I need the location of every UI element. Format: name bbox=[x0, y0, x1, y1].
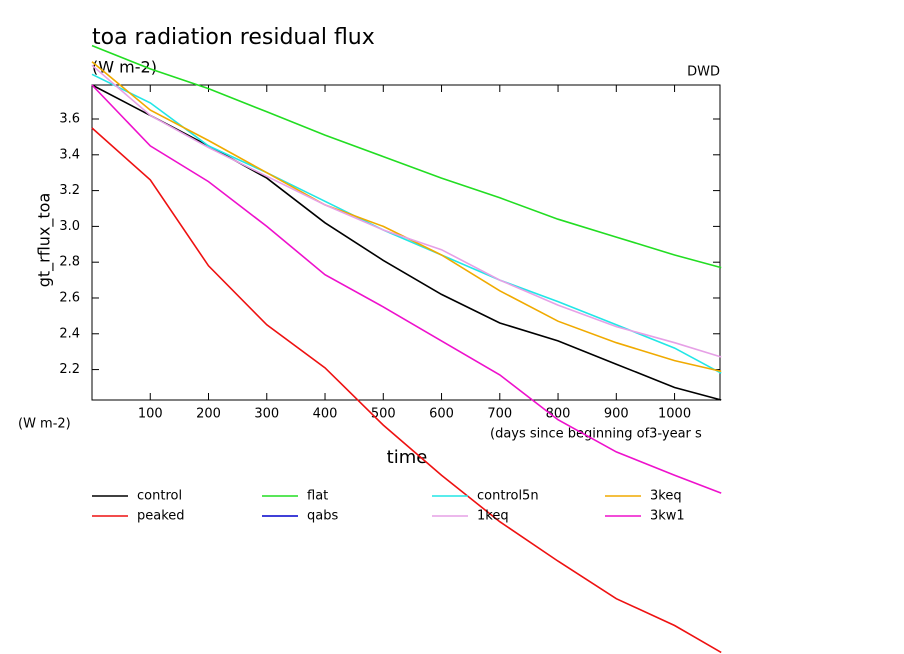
legend-label: 3kw1 bbox=[650, 509, 685, 524]
legend-label: peaked bbox=[137, 509, 185, 524]
x-tick-label: 600 bbox=[429, 407, 454, 422]
y-tick-label: 3.0 bbox=[59, 219, 80, 234]
chart-subtitle: (W m-2) bbox=[92, 58, 157, 77]
x-tick-label: 800 bbox=[546, 407, 571, 422]
series-line bbox=[91, 61, 722, 373]
legend-label: qabs bbox=[307, 509, 338, 524]
x-tick-label: 1000 bbox=[658, 407, 691, 422]
y-tick-label: 3.6 bbox=[59, 112, 80, 127]
series-line bbox=[91, 73, 722, 374]
y-tick-label: 2.6 bbox=[59, 290, 80, 305]
source-label: DWD bbox=[687, 65, 720, 80]
x-tick-label: 700 bbox=[487, 407, 512, 422]
y-tick-label: 3.2 bbox=[59, 183, 80, 198]
x-tick-label: 300 bbox=[254, 407, 279, 422]
x-tick-label: 400 bbox=[313, 407, 338, 422]
x-tick-label: 500 bbox=[371, 407, 396, 422]
x-axis-title: time bbox=[387, 447, 428, 468]
series-line bbox=[91, 44, 722, 269]
x-tick-label: 900 bbox=[604, 407, 629, 422]
y-tick-label: 2.4 bbox=[59, 326, 80, 341]
chart-title: toa radiation residual flux bbox=[92, 25, 375, 50]
x-tick-label: 200 bbox=[196, 407, 221, 422]
series-line bbox=[91, 127, 722, 654]
y-units: (W m-2) bbox=[18, 417, 71, 432]
legend-label: 3keq bbox=[650, 489, 682, 504]
legend-label: control5n bbox=[477, 489, 539, 504]
legend-label: 1keq bbox=[477, 509, 509, 524]
series-line bbox=[91, 64, 722, 358]
series-line bbox=[91, 84, 722, 401]
y-tick-label: 3.4 bbox=[59, 147, 80, 162]
series-line bbox=[91, 84, 722, 494]
y-tick-label: 2.8 bbox=[59, 255, 80, 270]
x-tick-label: 100 bbox=[138, 407, 163, 422]
plot-frame bbox=[91, 84, 721, 401]
x-note: (days since beginning of3-year s bbox=[490, 427, 702, 442]
legend-label: control bbox=[137, 489, 182, 504]
y-tick-label: 2.2 bbox=[59, 362, 80, 377]
legend-label: flat bbox=[307, 489, 328, 504]
y-axis-title: gt_rflux_toa bbox=[35, 193, 55, 288]
